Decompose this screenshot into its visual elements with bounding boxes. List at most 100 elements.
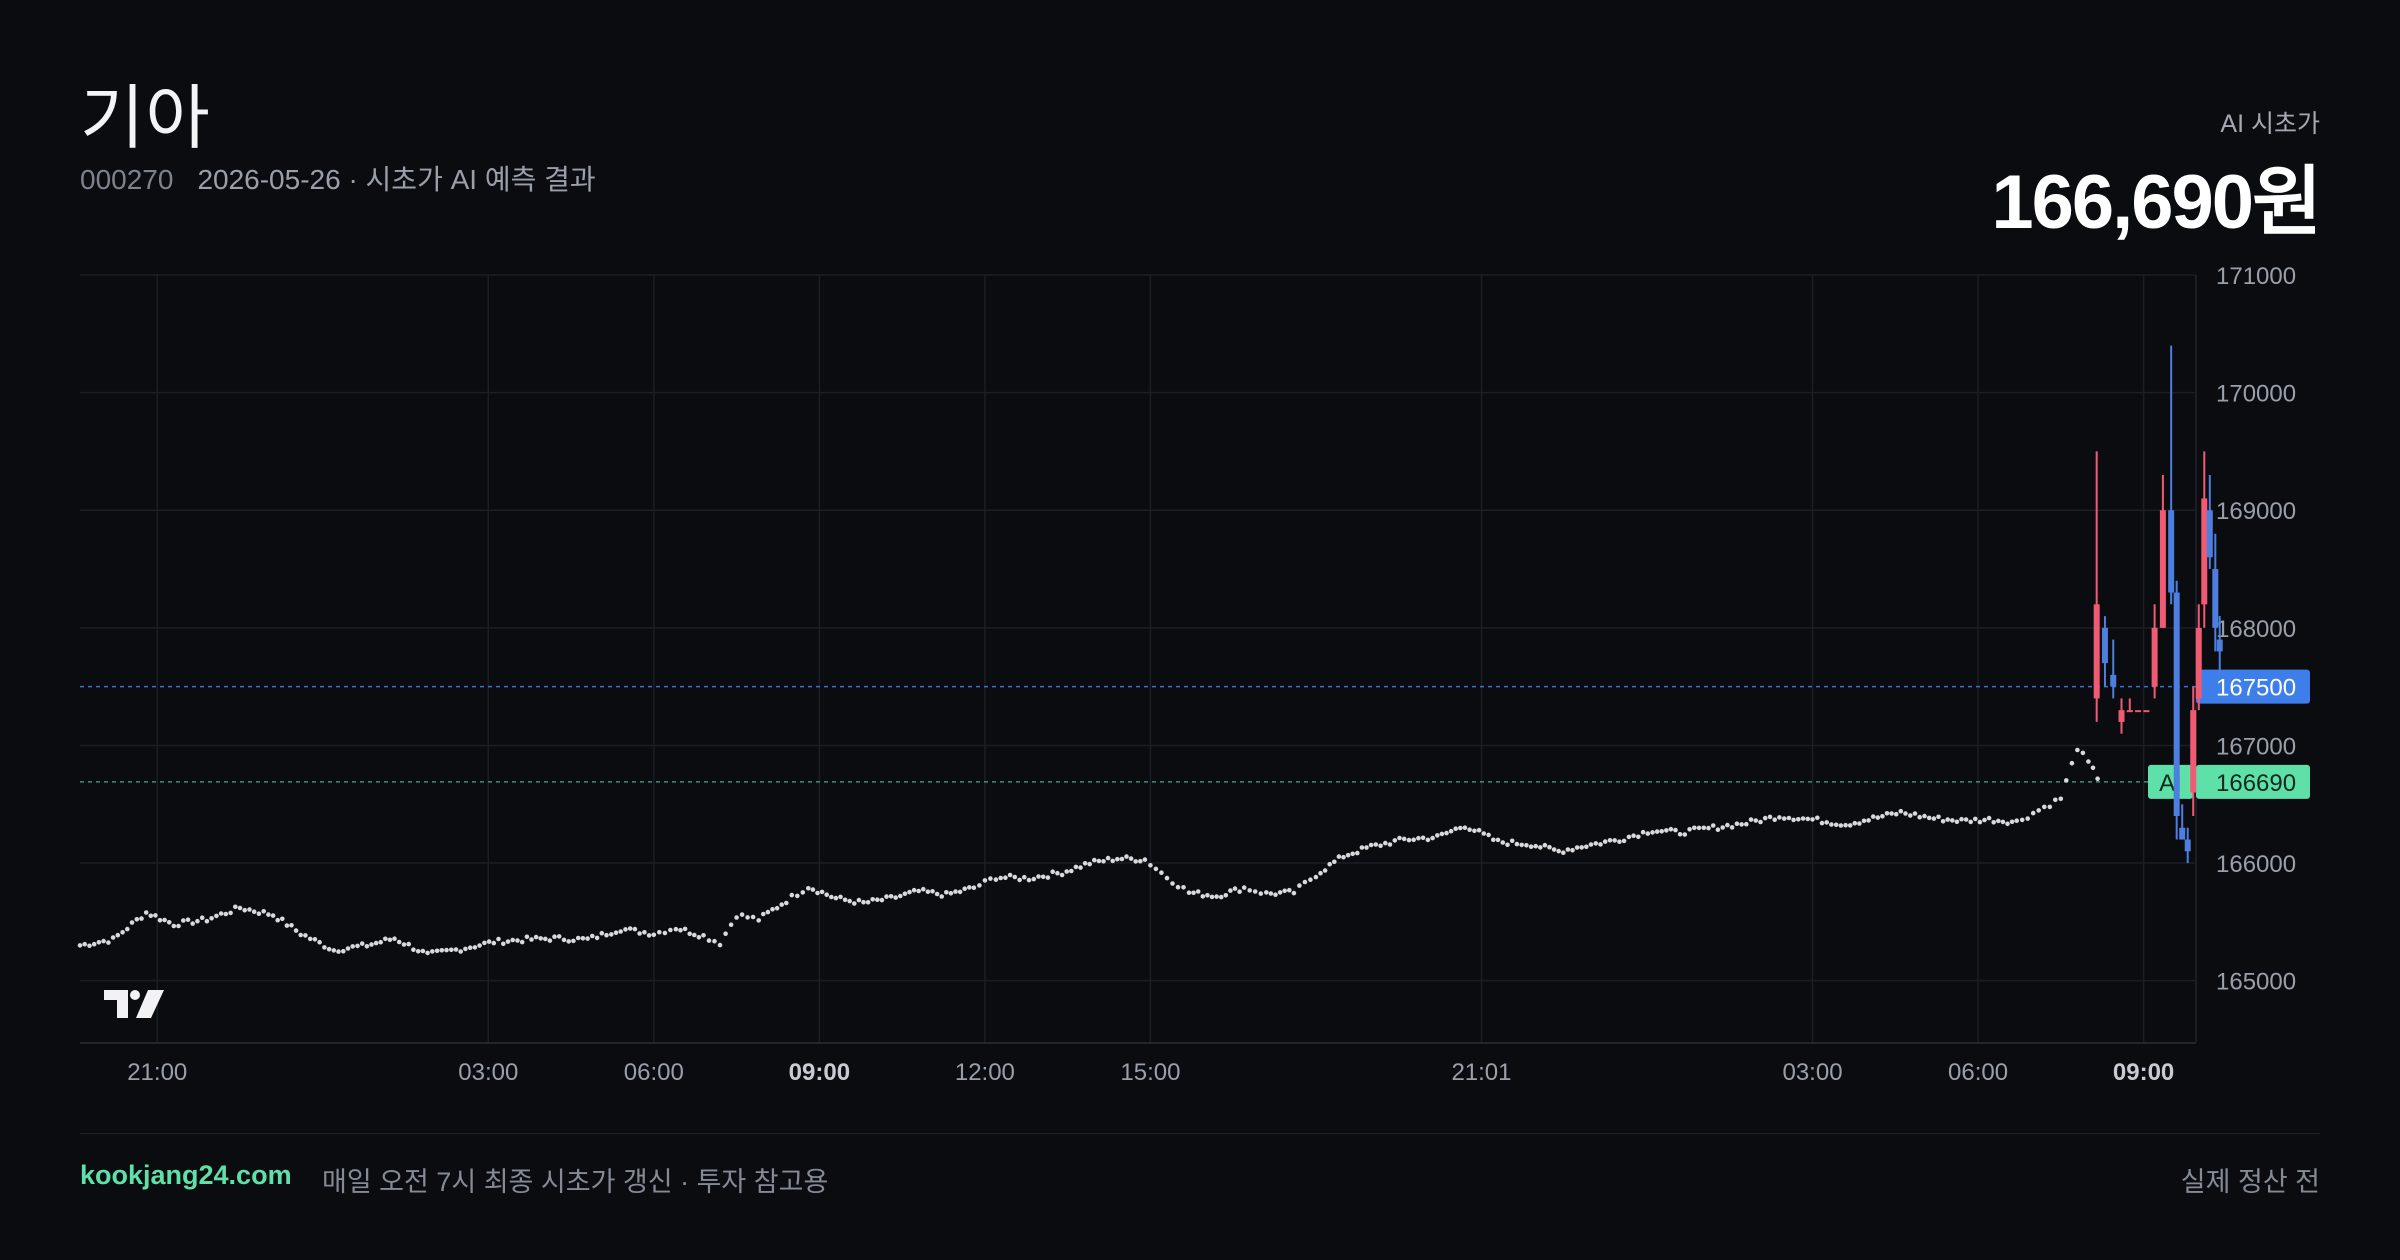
candle-body — [2101, 627, 2108, 664]
price-dot — [1786, 815, 1792, 821]
stock-subtitle: 000270 2026-05-26 · 시초가 AI 예측 결과 — [80, 158, 596, 198]
price-dot — [176, 923, 181, 929]
x-tick-label: 09:00 — [789, 1059, 850, 1086]
price-dot — [1903, 811, 1908, 816]
footer-site-link[interactable]: kookjang24.com — [80, 1160, 292, 1190]
price-dot — [1852, 820, 1858, 826]
price-dot — [491, 940, 497, 946]
price-dot — [556, 934, 562, 939]
price-dot — [1026, 877, 1032, 883]
price-dot — [415, 949, 421, 954]
price-dot — [1059, 872, 1065, 878]
price-dot — [1078, 865, 1083, 870]
candle-body — [2206, 510, 2213, 558]
price-dot — [101, 938, 106, 944]
price-dot — [893, 895, 898, 900]
price-dot — [1528, 844, 1534, 849]
price-dot — [1538, 845, 1543, 850]
price-dot — [1241, 885, 1247, 890]
price-dot — [1467, 827, 1472, 832]
price-dot — [1383, 840, 1388, 846]
settlement-status: 실제 정산 전 — [2180, 1167, 2320, 1197]
x-tick-label: 12:00 — [955, 1059, 1015, 1086]
x-tick-label: 03:00 — [1782, 1059, 1842, 1086]
price-dot — [696, 935, 702, 940]
price-dot — [505, 939, 511, 944]
price-dot — [406, 941, 412, 947]
price-dot — [1313, 874, 1319, 880]
price-dot — [609, 932, 614, 937]
price-dot — [930, 889, 935, 894]
ai-opening-value: 166,690원 — [1991, 160, 2322, 245]
price-dot — [1258, 891, 1264, 896]
price-dot — [1640, 829, 1646, 835]
price-dot — [1439, 831, 1445, 837]
price-dot — [1007, 872, 1013, 878]
price-chart[interactable]: 165000 166000 167000 168000 169000 170000 1710… — [0, 0, 2400, 1100]
price-dot — [326, 946, 332, 952]
price-dot — [1302, 879, 1308, 885]
price-dot — [251, 909, 257, 914]
price-dot — [1045, 875, 1051, 880]
price-dot — [888, 894, 894, 899]
price-dot — [1481, 831, 1487, 836]
price-dot — [115, 932, 121, 938]
price-dot — [1444, 830, 1449, 836]
price-dot — [1268, 891, 1274, 896]
price-dot — [599, 930, 605, 936]
price-dot — [1950, 818, 1955, 823]
price-dot — [1105, 855, 1111, 861]
price-dot — [2090, 765, 2096, 771]
price-dot — [687, 931, 692, 937]
price-dot — [1322, 868, 1328, 873]
price-dot — [1133, 859, 1138, 864]
y-tick-label: 168000 — [2216, 616, 2296, 643]
candle-body — [2118, 710, 2125, 722]
price-dot — [307, 936, 313, 942]
price-dot — [1996, 818, 2001, 824]
price-dot — [396, 939, 402, 945]
price-dot — [1762, 815, 1768, 821]
price-dot — [1341, 854, 1346, 860]
price-dot — [829, 894, 834, 900]
y-tick-label: 171000 — [2216, 263, 2296, 290]
price-dot — [1796, 817, 1801, 822]
price-dot — [1228, 888, 1233, 893]
price-dot — [1959, 816, 1964, 822]
price-dot — [1308, 877, 1313, 882]
price-dot — [646, 933, 652, 938]
price-dot — [944, 890, 949, 895]
price-dot — [1838, 823, 1844, 828]
price-dot — [1378, 843, 1383, 849]
price-dot — [934, 891, 940, 897]
price-dot — [1710, 823, 1716, 828]
price-dot — [1336, 854, 1342, 859]
price-dot — [1977, 819, 1983, 825]
price-dot — [341, 948, 346, 954]
price-dot — [228, 910, 233, 916]
price-dot — [1138, 858, 1143, 864]
price-dot — [1574, 845, 1580, 850]
price-dot — [1087, 861, 1092, 867]
price-dot — [1772, 817, 1777, 822]
price-dot — [861, 899, 866, 905]
price-dot — [1908, 813, 1913, 818]
price-dot — [1602, 839, 1608, 844]
price-dot — [1547, 844, 1552, 850]
price-dot — [1866, 818, 1871, 823]
price-dot — [1247, 888, 1252, 893]
price-dot — [2064, 778, 2069, 783]
price-dot — [439, 948, 445, 953]
price-dot — [1739, 822, 1744, 827]
price-dot — [566, 939, 571, 944]
price-dot — [824, 892, 829, 897]
price-dot — [1940, 819, 1946, 824]
price-dot — [430, 949, 435, 954]
price-dot — [482, 940, 487, 946]
price-dot — [982, 878, 988, 883]
price-dot — [524, 934, 530, 940]
price-dot — [1425, 837, 1431, 843]
price-dot — [1524, 843, 1529, 848]
price-dot — [856, 897, 862, 903]
price-dot — [575, 935, 581, 941]
